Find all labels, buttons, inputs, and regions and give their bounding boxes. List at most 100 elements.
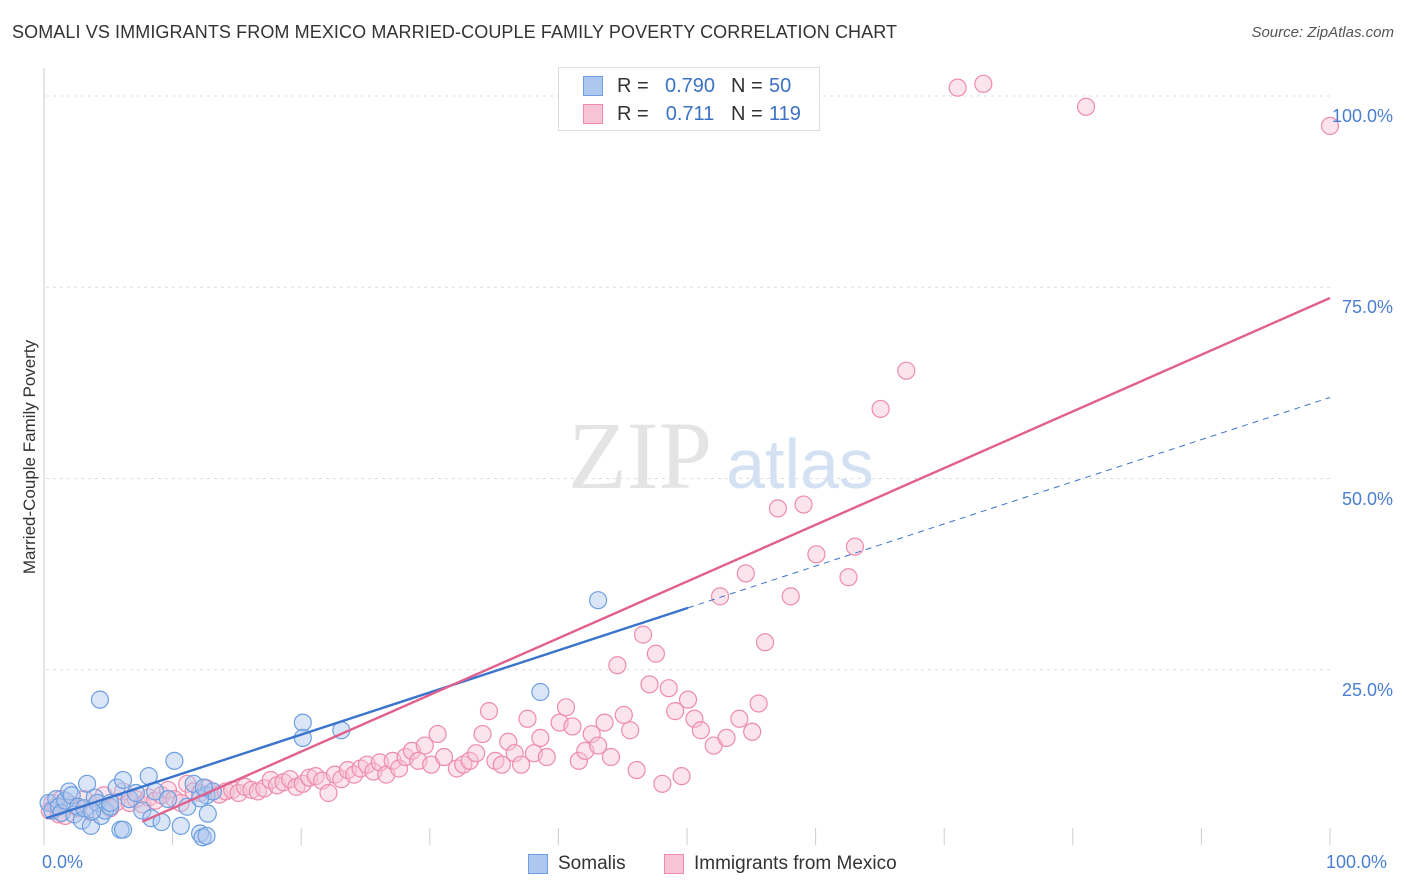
point-mexico bbox=[511, 755, 531, 774]
point-mexico bbox=[537, 747, 556, 767]
point-mexico bbox=[582, 724, 601, 744]
legend-label-somalis: Somalis bbox=[558, 853, 626, 874]
legend-label-mexico: Immigrants from Mexico bbox=[694, 853, 897, 874]
point-mexico bbox=[505, 744, 524, 763]
point-mexico bbox=[556, 698, 576, 717]
point-mexico bbox=[730, 709, 749, 728]
r-value-mexico: 0.711 bbox=[665, 102, 715, 125]
point-somali bbox=[293, 713, 312, 732]
y-tick-label: 50.0% bbox=[1341, 488, 1393, 509]
legend-row-mexico: R = 0.711 N = 119 bbox=[583, 101, 801, 127]
point-somali bbox=[531, 682, 550, 702]
source-credit: Source: ZipAtlas.com bbox=[1251, 24, 1394, 41]
point-somali bbox=[90, 690, 110, 709]
axes bbox=[43, 68, 1331, 845]
watermark-atlas: atlas bbox=[726, 425, 874, 503]
point-somali bbox=[158, 789, 178, 809]
point-somali bbox=[197, 826, 216, 845]
point-mexico bbox=[755, 633, 775, 652]
point-somali bbox=[198, 804, 217, 823]
point-mexico bbox=[794, 495, 813, 514]
point-mexico bbox=[871, 399, 890, 419]
point-mexico bbox=[621, 721, 640, 740]
point-mexico bbox=[897, 361, 916, 380]
series-legend: Somalis Immigrants from Mexico bbox=[0, 852, 1406, 878]
r-label: R = bbox=[617, 74, 649, 97]
point-mexico bbox=[319, 783, 338, 803]
point-somali bbox=[589, 591, 608, 610]
point-mexico bbox=[710, 587, 730, 606]
point-mexico bbox=[479, 702, 499, 721]
point-mexico bbox=[390, 759, 409, 778]
series-somali-points bbox=[39, 591, 608, 847]
point-mexico bbox=[306, 767, 325, 786]
point-mexico bbox=[672, 767, 691, 786]
point-somali bbox=[126, 783, 145, 803]
point-mexico bbox=[434, 747, 454, 767]
point-somali bbox=[171, 816, 190, 835]
x-tick-label-max: 100.0% bbox=[1326, 852, 1388, 872]
point-mexico bbox=[614, 705, 633, 725]
point-mexico bbox=[743, 722, 762, 741]
point-mexico bbox=[415, 736, 434, 755]
legend-swatch-mexico bbox=[664, 854, 684, 874]
point-mexico bbox=[1320, 116, 1340, 136]
point-mexico bbox=[659, 679, 678, 698]
point-somali bbox=[165, 751, 184, 770]
point-mexico bbox=[781, 587, 800, 606]
point-mexico bbox=[678, 690, 698, 709]
point-mexico bbox=[646, 644, 666, 663]
y-tick-label: 25.0% bbox=[1341, 679, 1393, 700]
point-somali bbox=[62, 786, 81, 805]
y-tick-label: 100.0% bbox=[1331, 106, 1393, 126]
n-label: N = bbox=[731, 102, 763, 125]
n-value-mexico: 119 bbox=[769, 102, 801, 125]
point-mexico bbox=[1076, 97, 1096, 116]
x-tick-label-min: 0.0% bbox=[42, 852, 84, 872]
legend-item-somalis: Somalis bbox=[528, 852, 626, 876]
y-tick-label: 75.0% bbox=[1341, 297, 1393, 318]
point-somali bbox=[77, 774, 97, 793]
point-mexico bbox=[589, 736, 608, 755]
trend-line-somali bbox=[45, 606, 689, 820]
point-mexico bbox=[633, 625, 653, 644]
n-label: N = bbox=[731, 74, 763, 97]
r-label: R = bbox=[617, 102, 649, 125]
point-mexico bbox=[653, 774, 672, 793]
point-mexico bbox=[717, 728, 736, 748]
r-value-somali: 0.790 bbox=[664, 74, 716, 97]
point-mexico bbox=[640, 675, 659, 694]
point-mexico bbox=[473, 724, 492, 744]
legend-row-somali: R = 0.790 N = 50 bbox=[583, 73, 791, 99]
point-mexico bbox=[601, 747, 621, 767]
point-mexico bbox=[974, 74, 993, 93]
point-somali bbox=[113, 770, 133, 790]
legend-swatch-somali bbox=[583, 76, 603, 96]
stats-legend: R = 0.790 N = 50 R = 0.711 N = 119 bbox=[558, 67, 820, 131]
point-mexico bbox=[467, 744, 486, 763]
point-mexico bbox=[839, 568, 858, 587]
point-mexico bbox=[563, 717, 582, 736]
point-mexico bbox=[736, 564, 755, 583]
point-mexico bbox=[595, 713, 614, 732]
point-mexico bbox=[531, 728, 550, 748]
point-mexico bbox=[845, 537, 865, 556]
point-mexico bbox=[666, 702, 685, 721]
legend-item-mexico: Immigrants from Mexico bbox=[664, 852, 897, 876]
point-mexico bbox=[492, 755, 511, 774]
point-mexico bbox=[691, 721, 710, 740]
watermark: ZIP atlas bbox=[568, 402, 874, 509]
trend-line-somali-extension bbox=[687, 396, 1331, 609]
trend-lines bbox=[45, 296, 1331, 823]
legend-swatch-mexico bbox=[583, 104, 603, 124]
point-mexico bbox=[807, 545, 826, 564]
point-mexico bbox=[608, 656, 627, 675]
point-mexico bbox=[749, 694, 768, 713]
point-mexico bbox=[428, 724, 447, 744]
n-value-somali: 50 bbox=[769, 74, 792, 97]
chart-title: SOMALI VS IMMIGRANTS FROM MEXICO MARRIED… bbox=[12, 22, 898, 42]
trend-line-mexico bbox=[141, 296, 1331, 823]
point-mexico bbox=[518, 709, 537, 728]
point-mexico bbox=[499, 732, 518, 751]
